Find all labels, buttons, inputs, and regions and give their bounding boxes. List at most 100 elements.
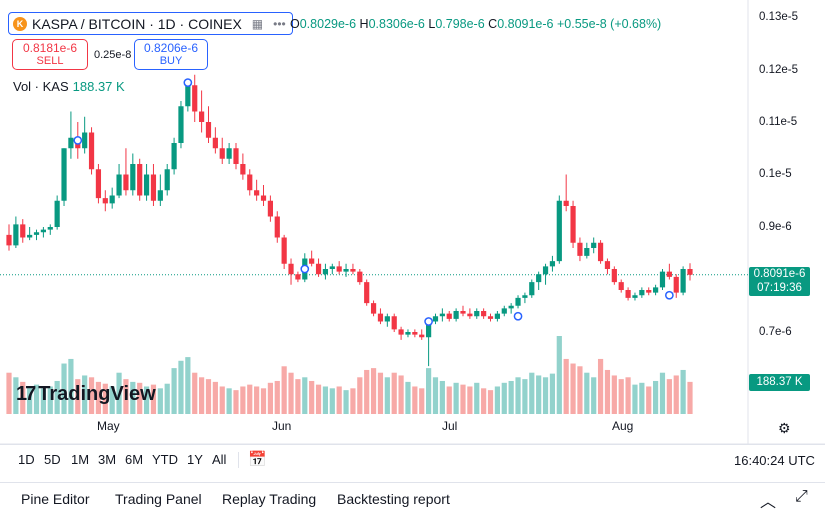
candle-body	[192, 85, 198, 112]
buy-button[interactable]: 0.8206e-6 BUY	[134, 39, 208, 70]
volume-bar	[426, 368, 432, 414]
candle-body	[446, 313, 452, 319]
open-label: O	[290, 17, 300, 31]
candle-body	[82, 132, 88, 149]
volume-bar	[432, 377, 439, 414]
volume-bar	[680, 369, 686, 414]
volume-bar	[199, 377, 205, 414]
volume-bar	[260, 388, 267, 414]
candle-body	[453, 311, 459, 319]
candle-body	[274, 216, 280, 238]
candle-body	[508, 305, 514, 309]
axis-settings-icon[interactable]: ⚙	[778, 420, 791, 436]
volume-bar	[123, 379, 129, 414]
candle-body	[666, 271, 672, 277]
price-axis-label: 0.9e-6	[759, 221, 792, 233]
sell-label: SELL	[36, 55, 64, 67]
candle-body	[123, 174, 129, 191]
volume-bar	[27, 386, 33, 414]
candle-body	[501, 308, 507, 314]
candle-body	[233, 148, 239, 164]
more-icon[interactable]: •••	[273, 16, 286, 31]
volume-bar	[653, 380, 659, 414]
candle-body	[370, 303, 377, 314]
tab-replay-trading[interactable]: Replay Trading	[222, 491, 317, 507]
candle-body	[659, 271, 666, 288]
volume-bar	[494, 386, 500, 414]
time-axis-label: Aug	[612, 419, 634, 433]
candle-body	[611, 269, 617, 283]
buy-price: 0.8206e-6	[143, 41, 199, 55]
candle-body	[522, 295, 528, 298]
open-value: 0.8029e-6	[299, 17, 357, 31]
low-label: L	[428, 17, 436, 31]
volume-bar	[659, 372, 666, 414]
range-1d-button[interactable]: 1D	[18, 452, 35, 467]
candle-body	[556, 200, 562, 262]
range-separator	[238, 452, 239, 468]
volume-bar	[398, 375, 404, 414]
calendar-range-icon[interactable]: 📅	[248, 451, 267, 468]
maximize-icon[interactable]: ⤢	[795, 488, 808, 505]
volume-bar	[597, 358, 604, 414]
symbol-legend[interactable]: K KASPA / BITCOIN · 1D · COINEX ▦ •••	[8, 12, 293, 35]
utc-clock[interactable]: 16:40:24 UTC	[734, 453, 815, 468]
volume-bar	[515, 377, 521, 414]
volume-bar	[274, 380, 280, 414]
volume-bar	[164, 383, 170, 414]
time-axis-label: May	[97, 419, 120, 433]
chart-settings-icon[interactable]: ▦	[251, 16, 264, 31]
sell-price: 0.8181e-6	[22, 41, 78, 55]
volume-bar	[13, 377, 19, 414]
volume-bar	[632, 384, 638, 414]
tab-pine-editor[interactable]: Pine Editor	[21, 491, 90, 507]
candle-body	[549, 261, 556, 267]
volume-bar	[453, 382, 459, 414]
candle-body	[474, 311, 480, 317]
volume-bar	[82, 375, 88, 414]
tab-trading-panel[interactable]: Trading Panel	[115, 491, 202, 507]
volume-bar	[536, 375, 542, 414]
volume-bar	[157, 388, 163, 414]
range-ytd-button[interactable]: YTD	[152, 452, 178, 467]
trade-marker-icon	[300, 264, 310, 274]
candle-body	[625, 290, 631, 298]
volume-bar	[522, 379, 528, 414]
price-chart[interactable]	[0, 0, 825, 444]
range-all-button[interactable]: All	[212, 452, 227, 467]
range-1m-button[interactable]: 1M	[71, 452, 90, 467]
candle-body	[47, 227, 53, 230]
candle-body	[27, 234, 33, 238]
candle-body	[536, 274, 542, 283]
volume-legend[interactable]: Vol · KAS 188.37 K	[13, 79, 125, 94]
tradingview-logo[interactable]: 17 TradingView	[16, 383, 156, 406]
volume-bar	[295, 379, 301, 414]
tab-backtesting-report[interactable]: Backtesting report	[337, 491, 450, 507]
candle-body	[357, 271, 363, 283]
tradingview-logo-text: TradingView	[38, 383, 156, 405]
collapse-icon[interactable]: ︿	[760, 494, 777, 511]
candle-body	[439, 313, 445, 317]
volume-bar	[226, 388, 232, 414]
volume-bar	[412, 386, 418, 414]
range-1y-button[interactable]: 1Y	[187, 452, 203, 467]
trade-marker-icon	[513, 311, 523, 321]
volume-bar	[577, 366, 583, 414]
candle-body	[309, 258, 315, 264]
candle-body	[426, 321, 432, 338]
range-5d-button[interactable]: 5D	[44, 452, 61, 467]
trade-marker-icon	[73, 136, 83, 145]
volume-bar	[501, 382, 507, 414]
range-6m-button[interactable]: 6M	[125, 452, 144, 467]
candle-body	[467, 313, 473, 317]
volume-bar	[205, 379, 212, 414]
range-3m-button[interactable]: 3M	[98, 452, 117, 467]
volume-bar	[604, 369, 611, 414]
candle-body	[6, 234, 12, 246]
candle-body	[254, 190, 260, 196]
sell-button[interactable]: 0.8181e-6 SELL	[12, 39, 88, 70]
candle-body	[570, 206, 576, 243]
volume-bar	[302, 377, 308, 414]
volume-bar	[467, 386, 473, 414]
candle-body	[646, 290, 652, 293]
